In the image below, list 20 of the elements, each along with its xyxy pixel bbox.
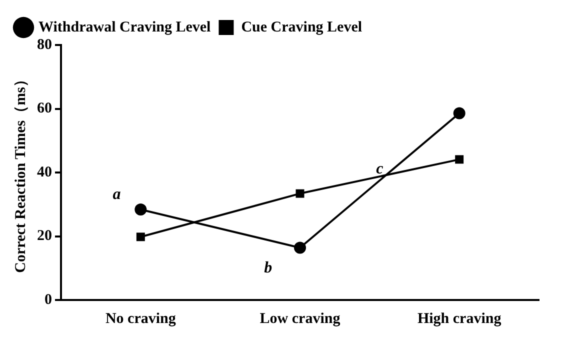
point xyxy=(134,203,147,216)
point xyxy=(294,242,306,254)
y-tick-label: 60 xyxy=(37,100,52,117)
annotation: a xyxy=(112,186,121,203)
x-tick-label: No craving xyxy=(105,310,176,327)
legend-label: Cue Craving Level xyxy=(241,19,362,36)
legend-label: Withdrawal Craving Level xyxy=(38,19,211,36)
x-tick-label: High craving xyxy=(417,310,502,327)
y-tick-label: 20 xyxy=(37,228,52,244)
point xyxy=(453,107,466,120)
point xyxy=(136,232,145,242)
point xyxy=(455,155,464,164)
annotation: b xyxy=(264,259,272,276)
y-tick-label: 80 xyxy=(37,36,52,53)
y-tick-label: 40 xyxy=(37,164,52,180)
annotation: c xyxy=(376,160,384,178)
y-axis-title: Correct Reaction Times（ms） xyxy=(12,72,29,273)
x-tick-label: Low craving xyxy=(260,310,341,327)
y-tick-label: 0 xyxy=(44,292,52,308)
point xyxy=(296,189,304,198)
